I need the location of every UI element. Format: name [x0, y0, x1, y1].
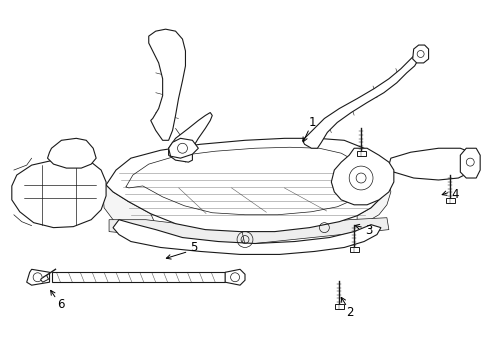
Polygon shape — [357, 168, 391, 225]
Text: 3: 3 — [366, 224, 373, 237]
Polygon shape — [460, 148, 480, 178]
Polygon shape — [48, 138, 96, 168]
Polygon shape — [446, 198, 455, 203]
Polygon shape — [331, 148, 394, 205]
Polygon shape — [106, 138, 387, 231]
Polygon shape — [103, 185, 159, 235]
Polygon shape — [113, 220, 381, 255]
Text: 6: 6 — [57, 297, 64, 311]
Polygon shape — [169, 113, 212, 162]
Polygon shape — [169, 138, 198, 158]
Text: 4: 4 — [452, 188, 459, 201]
Polygon shape — [350, 247, 359, 252]
Polygon shape — [109, 220, 245, 244]
Polygon shape — [225, 269, 245, 285]
Text: 5: 5 — [190, 241, 197, 254]
Polygon shape — [389, 148, 473, 180]
Polygon shape — [357, 151, 366, 156]
Polygon shape — [335, 304, 343, 309]
Polygon shape — [51, 272, 225, 282]
Text: 2: 2 — [346, 306, 354, 319]
Polygon shape — [149, 29, 185, 140]
Polygon shape — [26, 269, 49, 285]
Polygon shape — [302, 51, 420, 148]
Text: 1: 1 — [309, 116, 316, 129]
Polygon shape — [12, 158, 106, 228]
Polygon shape — [413, 45, 429, 63]
Polygon shape — [242, 218, 389, 244]
Polygon shape — [41, 275, 49, 282]
